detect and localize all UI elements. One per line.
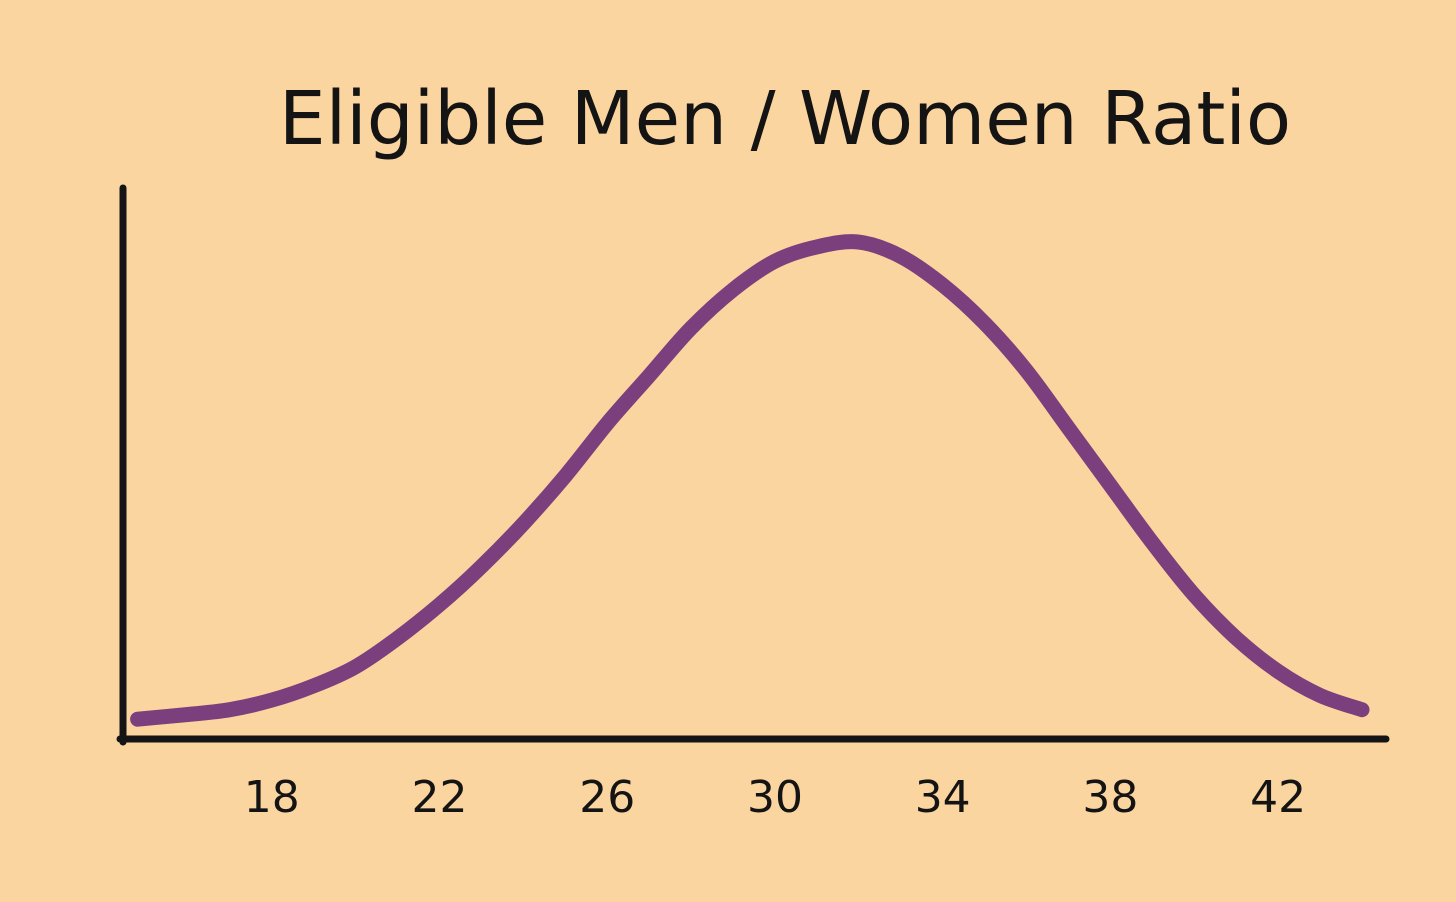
series-group xyxy=(130,234,1370,727)
x-tick-label: 26 xyxy=(579,772,635,823)
chart-title: Eligible Men / Women Ratio xyxy=(279,76,1291,162)
x-tick-label: 18 xyxy=(244,772,300,823)
x-tick-label: 30 xyxy=(747,772,803,823)
x-tick-label: 38 xyxy=(1082,772,1138,823)
x-tick-label: 42 xyxy=(1250,772,1306,823)
x-tick-label: 34 xyxy=(915,772,971,823)
x-tick-labels: 18 22 26 30 34 38 42 xyxy=(244,772,1306,823)
x-tick-label: 22 xyxy=(412,772,468,823)
series-line xyxy=(130,234,1370,727)
